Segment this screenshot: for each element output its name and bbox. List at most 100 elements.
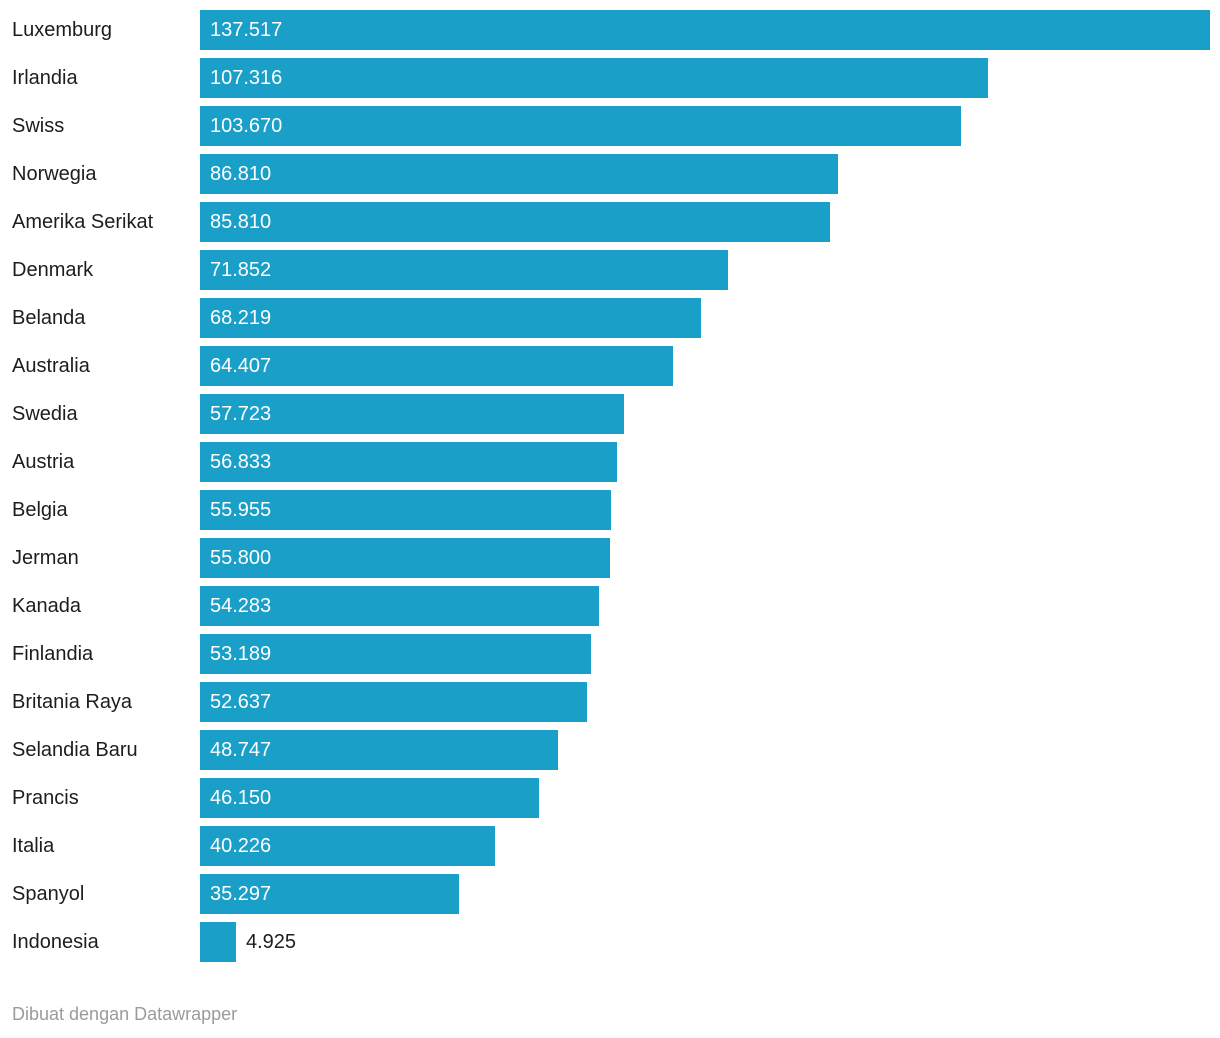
bar: 86.810	[200, 154, 838, 194]
bar-row: Norwegia 86.810	[0, 150, 1220, 198]
category-label: Spanyol	[12, 883, 85, 905]
category-label: Amerika Serikat	[12, 211, 154, 233]
bar-track: 54.283	[200, 586, 1220, 626]
value-label: 4.925	[246, 930, 297, 953]
bar-row: Swedia 57.723	[0, 390, 1220, 438]
bar-track: 35.297	[200, 874, 1220, 914]
value-label: 48.747	[210, 738, 272, 761]
value-label: 86.810	[210, 162, 272, 185]
bar-row: Belgia 55.955	[0, 486, 1220, 534]
bar-row: Britania Raya 52.637	[0, 678, 1220, 726]
bar-row: Irlandia 107.316	[0, 54, 1220, 102]
bar: 71.852	[200, 250, 728, 290]
value-label: 55.800	[210, 546, 272, 569]
value-label: 53.189	[210, 642, 272, 665]
category-label: Swedia	[12, 403, 78, 425]
bar-row: Swiss 103.670	[0, 102, 1220, 150]
value-label: 103.670	[210, 114, 283, 137]
bar: 137.517	[200, 10, 1210, 50]
bar-row: Italia 40.226	[0, 822, 1220, 870]
value-label: 52.637	[210, 690, 272, 713]
bar-row: Luxemburg 137.517	[0, 6, 1220, 54]
category-label: Luxemburg	[12, 19, 113, 41]
bar-track: 48.747	[200, 730, 1220, 770]
bar-track: 71.852	[200, 250, 1220, 290]
bar-row: Austria 56.833	[0, 438, 1220, 486]
category-label: Prancis	[12, 787, 79, 809]
bar-row: Denmark 71.852	[0, 246, 1220, 294]
bar-row: Belanda 68.219	[0, 294, 1220, 342]
bar-row: Indonesia 4.925	[0, 918, 1220, 966]
bar: 103.670	[200, 106, 961, 146]
bar-track: 55.800	[200, 538, 1220, 578]
category-label: Britania Raya	[12, 691, 133, 713]
value-label: 85.810	[210, 210, 272, 233]
bar: 55.955	[200, 490, 611, 530]
bar: 56.833	[200, 442, 617, 482]
bar-row: Kanada 54.283	[0, 582, 1220, 630]
bar-row: Jerman 55.800	[0, 534, 1220, 582]
bar-track: 137.517	[200, 10, 1220, 50]
value-label: 137.517	[210, 18, 283, 41]
bar-track: 85.810	[200, 202, 1220, 242]
category-label: Jerman	[12, 547, 79, 569]
bar-track: 103.670	[200, 106, 1220, 146]
value-label: 56.833	[210, 450, 272, 473]
category-label: Austria	[12, 451, 75, 473]
bar-track: 53.189	[200, 634, 1220, 674]
value-label: 107.316	[210, 66, 283, 89]
bar-track: 107.316	[200, 58, 1220, 98]
bar-row: Prancis 46.150	[0, 774, 1220, 822]
category-label: Kanada	[12, 595, 81, 617]
category-label: Indonesia	[12, 931, 99, 953]
value-label: 64.407	[210, 354, 272, 377]
bar-row: Amerika Serikat 85.810	[0, 198, 1220, 246]
value-label: 68.219	[210, 306, 272, 329]
value-label: 54.283	[210, 594, 272, 617]
bar: 64.407	[200, 346, 673, 386]
bar-track: 64.407	[200, 346, 1220, 386]
bar-track: 86.810	[200, 154, 1220, 194]
category-label: Italia	[12, 835, 55, 857]
category-label: Denmark	[12, 259, 94, 281]
category-label: Swiss	[12, 115, 65, 137]
bar-row: Spanyol 35.297	[0, 870, 1220, 918]
bar-row: Selandia Baru 48.747	[0, 726, 1220, 774]
bar: 52.637	[200, 682, 587, 722]
value-label: 46.150	[210, 786, 272, 809]
category-label: Finlandia	[12, 643, 94, 665]
category-label: Belanda	[12, 307, 86, 329]
bar-chart: Luxemburg 137.517 Irlandia 107.316 Swiss 103.…	[0, 6, 1220, 966]
category-label: Selandia Baru	[12, 739, 138, 761]
bar: 40.226	[200, 826, 495, 866]
bar-track: 40.226	[200, 826, 1220, 866]
value-label: 57.723	[210, 402, 272, 425]
bar: 85.810	[200, 202, 830, 242]
bar: 107.316	[200, 58, 988, 98]
bar-track: 46.150	[200, 778, 1220, 818]
bar-track: 68.219	[200, 298, 1220, 338]
bar: 35.297	[200, 874, 459, 914]
value-label: 40.226	[210, 834, 272, 857]
bar: 46.150	[200, 778, 539, 818]
category-label: Belgia	[12, 499, 68, 521]
category-label: Norwegia	[12, 163, 97, 185]
bar: 53.189	[200, 634, 591, 674]
value-label: 71.852	[210, 258, 272, 281]
bar-track: 52.637	[200, 682, 1220, 722]
bar: 55.800	[200, 538, 610, 578]
bar: 48.747	[200, 730, 558, 770]
bar-row: Finlandia 53.189	[0, 630, 1220, 678]
bar-track: 4.925	[200, 922, 1220, 962]
datawrapper-attribution-link[interactable]: Dibuat dengan Datawrapper	[12, 1004, 238, 1024]
value-label: 55.955	[210, 498, 272, 521]
bar: 54.283	[200, 586, 599, 626]
value-label: 35.297	[210, 882, 272, 905]
bar-track: 56.833	[200, 442, 1220, 482]
bar: 68.219	[200, 298, 701, 338]
bar: 57.723	[200, 394, 624, 434]
bar-track: 55.955	[200, 490, 1220, 530]
category-label: Irlandia	[12, 67, 78, 89]
category-label: Australia	[12, 355, 90, 377]
bar	[200, 922, 236, 962]
